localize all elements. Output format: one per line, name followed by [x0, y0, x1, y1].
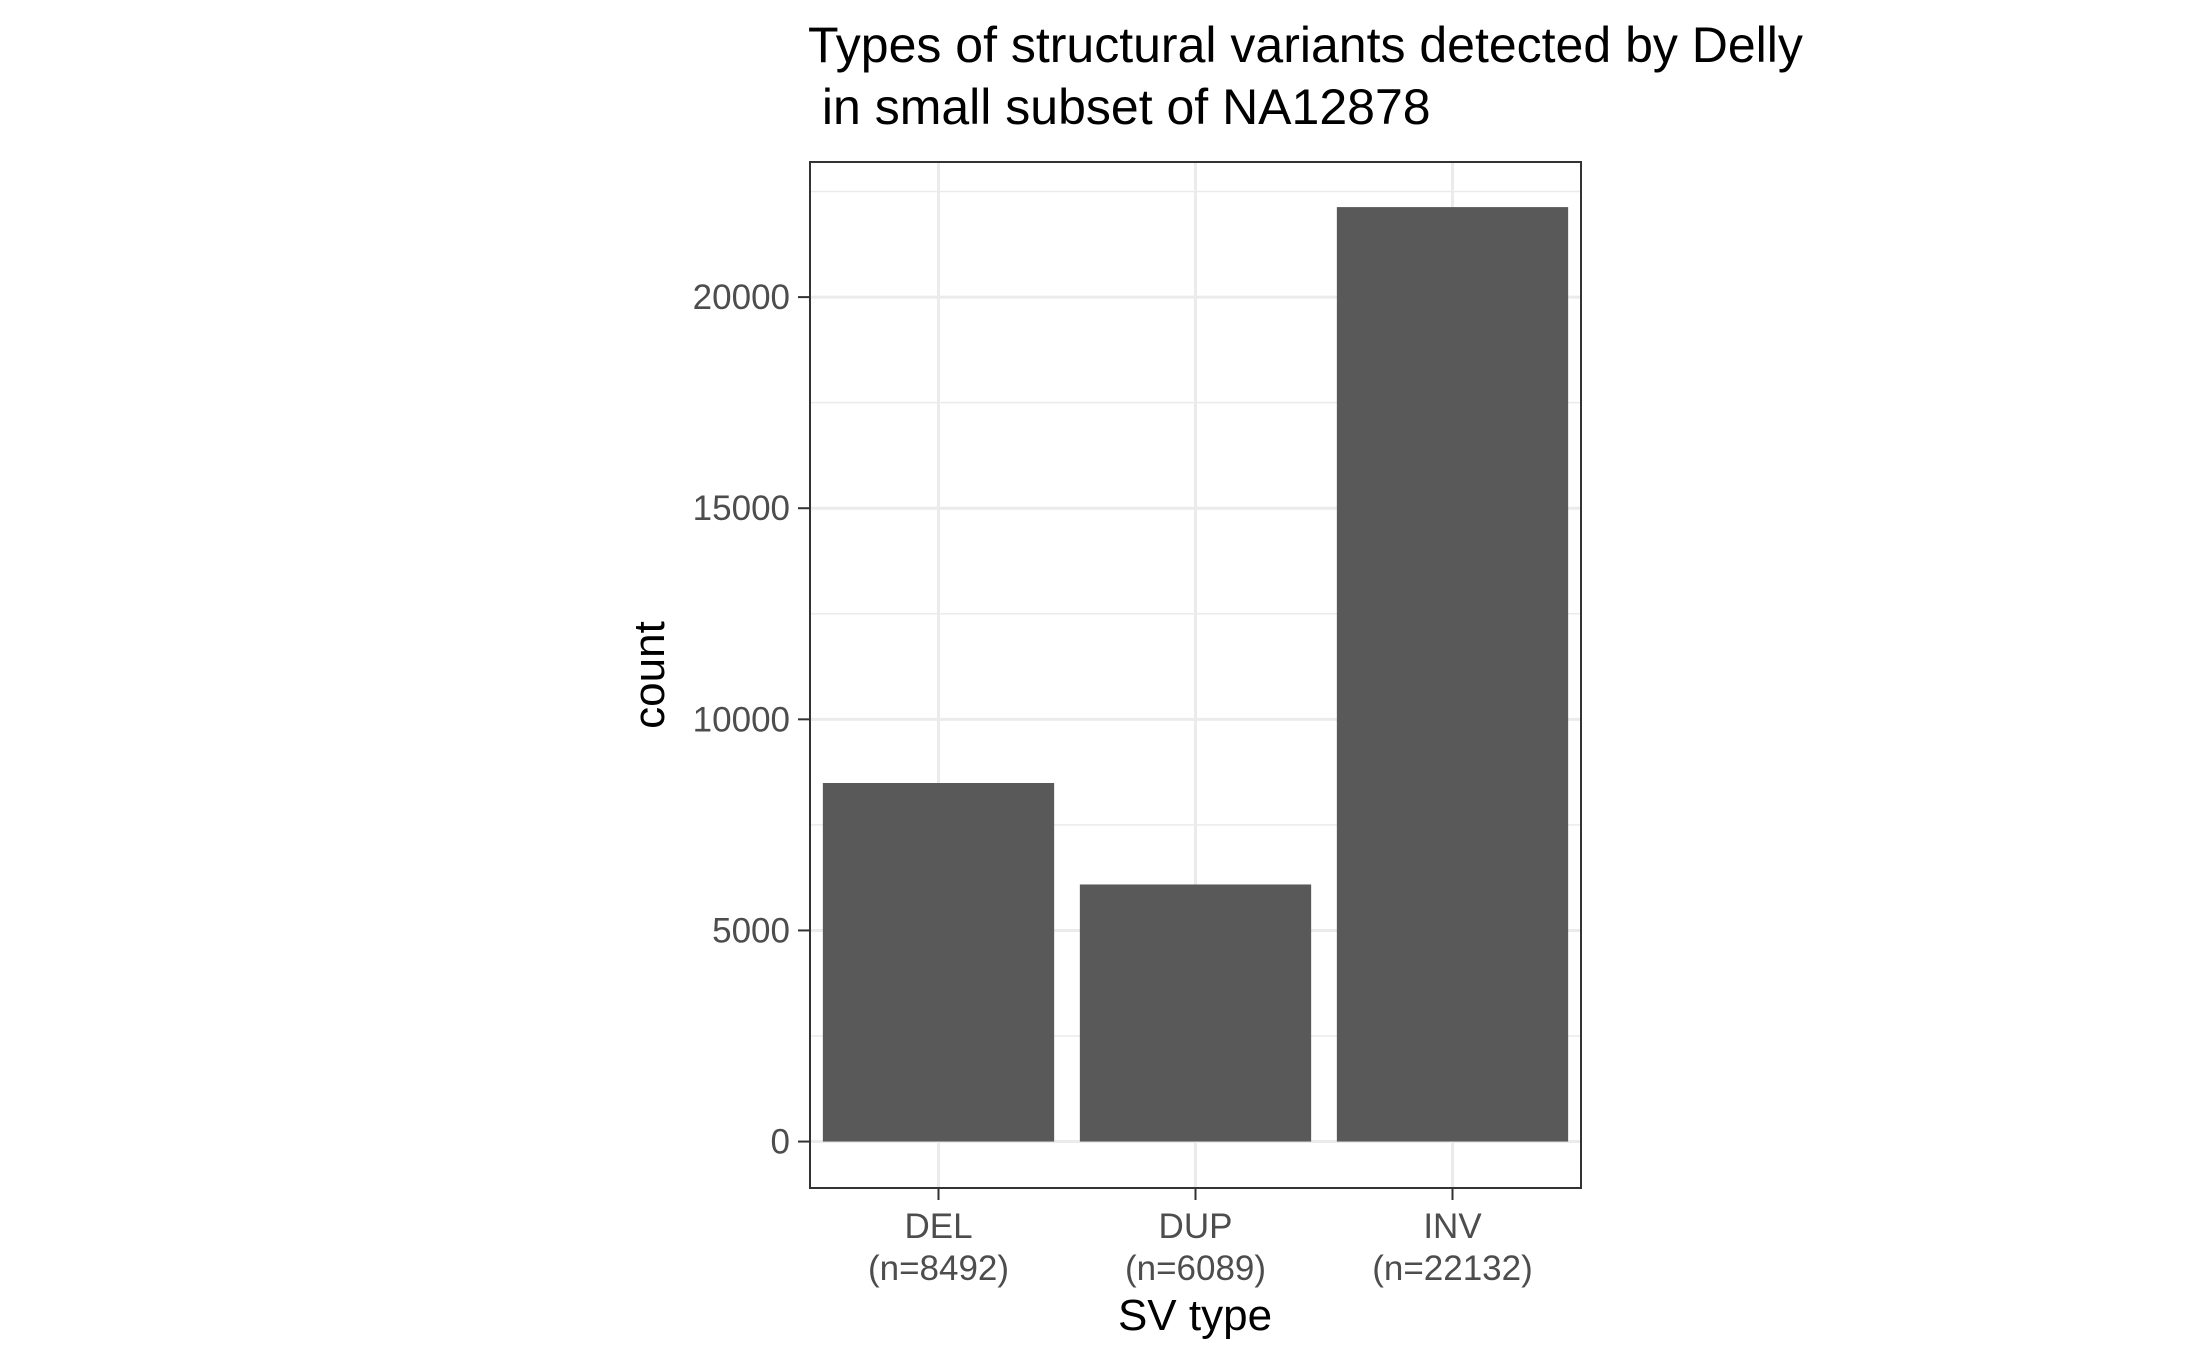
x-tick-label: DUP — [1159, 1207, 1233, 1246]
bar-inv — [1336, 207, 1569, 1142]
x-axis: DEL(n=8492) DUP(n=6089) INV(n=22132) — [868, 1188, 1533, 1288]
y-axis: 0 5000 10000 15000 20000 — [693, 278, 810, 1162]
chart-title-line-2: in small subset of NA12878 — [808, 79, 1431, 135]
chart-title-line-1: Types of structural variants detected by… — [808, 17, 1803, 73]
x-tick-sublabel: (n=22132) — [1372, 1249, 1533, 1288]
x-tick-sublabel: (n=6089) — [1125, 1249, 1266, 1288]
bar-del — [822, 783, 1055, 1142]
y-tick-label: 15000 — [693, 489, 790, 528]
x-axis-title: SV type — [1118, 1291, 1272, 1340]
x-tick-sublabel: (n=8492) — [868, 1249, 1009, 1288]
y-tick-label: 5000 — [712, 911, 790, 950]
y-tick-label: 10000 — [693, 700, 790, 739]
y-axis-title: count — [625, 621, 674, 729]
bar-dup — [1079, 884, 1312, 1142]
y-tick-label: 20000 — [693, 278, 790, 317]
x-tick-label: DEL — [904, 1207, 972, 1246]
x-tick-label: INV — [1423, 1207, 1482, 1246]
y-tick-label: 0 — [771, 1123, 790, 1162]
bars — [822, 207, 1569, 1142]
